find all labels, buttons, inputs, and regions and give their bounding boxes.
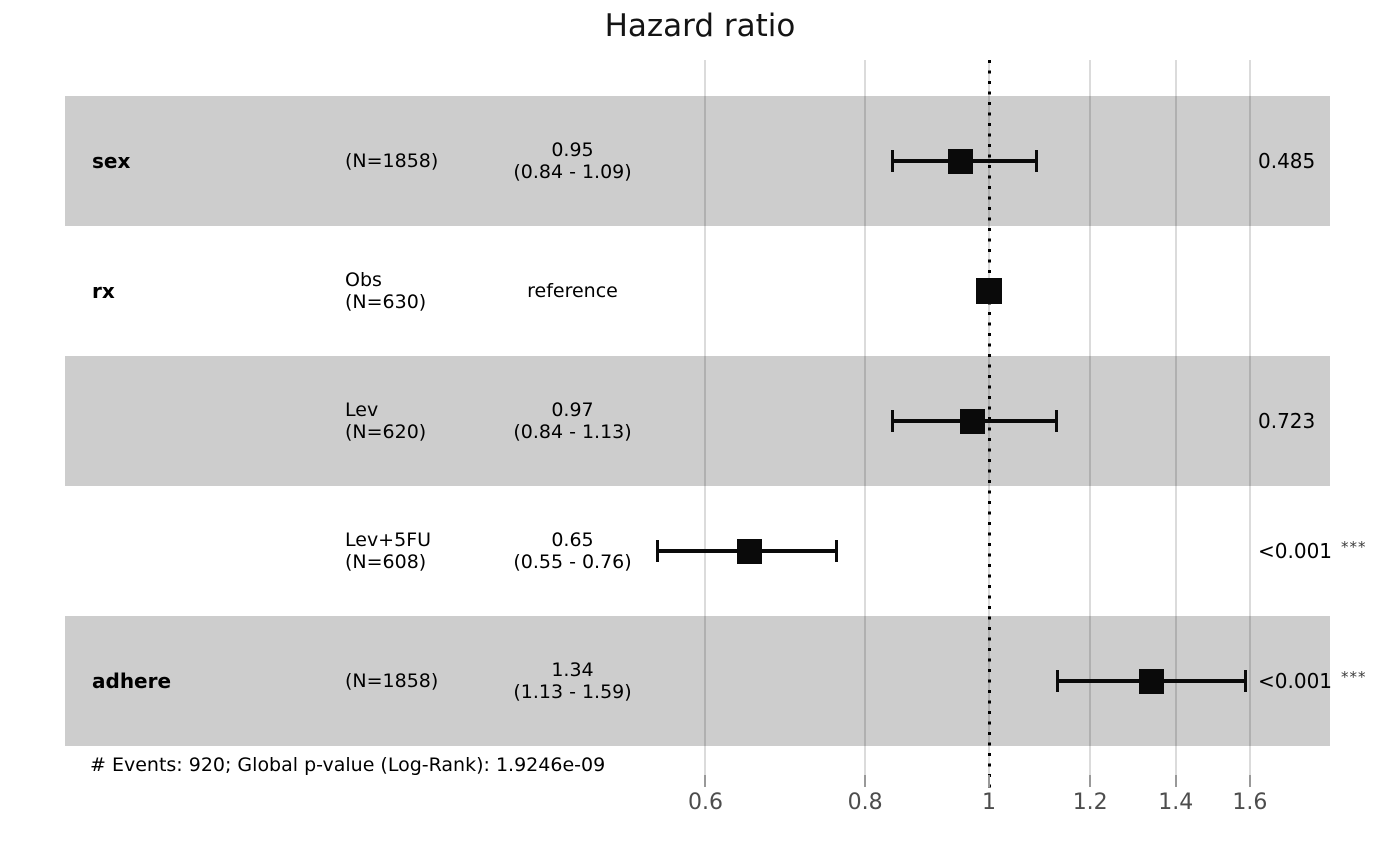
axis-tick [988,775,990,787]
p-value: <0.001 [1258,539,1333,563]
significance-stars: *** [1341,538,1367,556]
ci-cap-low [891,150,895,172]
gridline [864,60,867,775]
row-band [65,356,1330,486]
axis-tick-label: 1.2 [1072,790,1108,815]
significance-stars: *** [1341,668,1367,686]
reference-line [987,60,991,788]
row-band [65,96,1330,226]
gridline [1174,60,1177,775]
ci-cap-low [1055,670,1059,692]
ci-cap-low [891,410,895,432]
gridline [704,60,707,775]
variable-label: adhere [92,669,172,693]
ci-cap-high [834,540,838,562]
estimate-cell: 0.97 (0.84 - 1.13) [513,399,632,443]
axis-tick [1089,775,1092,787]
hr-marker [948,148,974,174]
p-value: 0.485 [1258,149,1316,173]
hr-marker [737,538,763,564]
hr-marker [976,278,1002,304]
ci-cap-low [656,540,660,562]
group-n-cell: (N=1858) [345,150,439,172]
p-value-cell: <0.001 *** [1258,486,1367,616]
estimate-cell: 1.34 (1.13 - 1.59) [513,659,632,703]
group-n-cell: Lev (N=620) [345,399,427,443]
ci-cap-high [1054,410,1058,432]
estimate-cell: 0.65 (0.55 - 0.76) [513,529,632,573]
chart-title: Hazard ratio [604,8,796,44]
estimate-cell: reference [527,280,618,302]
variable-label: sex [92,149,131,173]
p-value-cell: <0.001 *** [1258,616,1367,746]
axis-tick [1174,775,1177,787]
axis-tick [704,775,707,787]
variable-label: rx [92,279,115,303]
p-value: <0.001 [1258,669,1333,693]
hr-marker [959,408,985,434]
axis-tick [1248,775,1251,787]
axis-tick-label: 1 [982,790,996,815]
axis-tick [864,775,867,787]
group-n-cell: Obs (N=630) [345,269,427,313]
ci-cap-high [1034,150,1038,172]
p-value: 0.723 [1258,409,1316,433]
estimate-cell: 0.95 (0.84 - 1.09) [513,139,632,183]
axis-tick-label: 1.6 [1232,790,1268,815]
axis-tick-label: 0.6 [687,790,723,815]
gridline [1089,60,1092,775]
group-n-cell: (N=1858) [345,670,439,692]
axis-tick-label: 1.4 [1158,790,1194,815]
group-n-cell: Lev+5FU (N=608) [345,529,432,573]
p-value-cell: 0.723 [1258,356,1315,486]
ci-cap-high [1244,670,1248,692]
hr-marker [1138,668,1164,694]
events-annotation: # Events: 920; Global p-value (Log-Rank)… [90,754,606,776]
p-value-cell: 0.485 [1258,96,1315,226]
gridline [1248,60,1251,775]
axis-tick-label: 0.8 [847,790,883,815]
